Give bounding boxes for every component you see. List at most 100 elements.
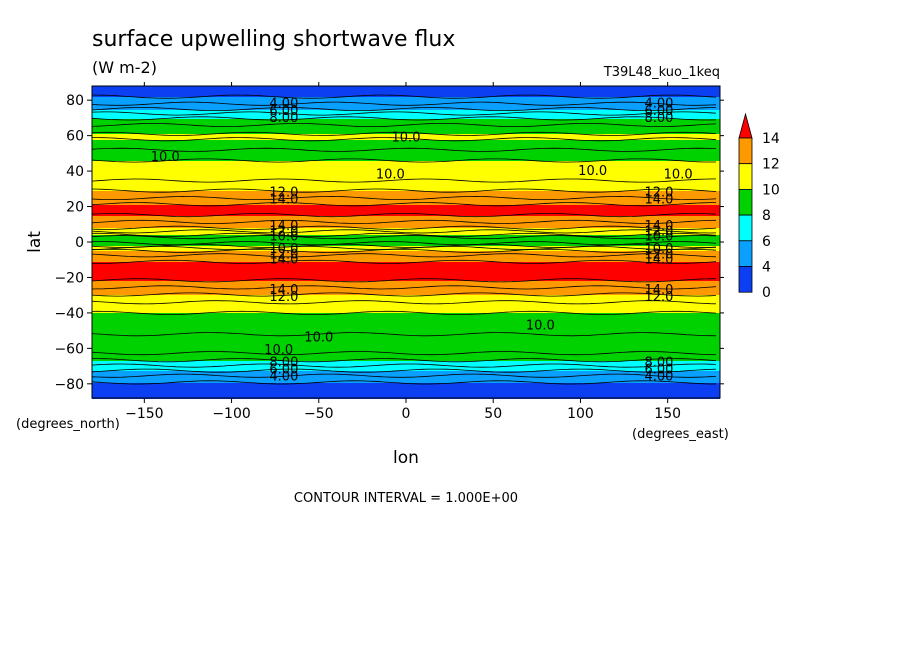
contour-line bbox=[91, 188, 717, 193]
contour-label: 14.0 bbox=[644, 192, 673, 207]
contour-line bbox=[91, 111, 717, 116]
colorbar-segment bbox=[738, 240, 753, 267]
contour-label: 6.00 bbox=[269, 363, 298, 378]
contour-line bbox=[91, 107, 717, 111]
y-tick-label: 0 bbox=[75, 235, 84, 251]
chart-title: surface upwelling shortwave flux bbox=[92, 27, 455, 52]
contour-band bbox=[92, 110, 720, 120]
contour-band bbox=[92, 383, 720, 399]
y-tick-label: −40 bbox=[54, 306, 84, 322]
contour-line bbox=[91, 229, 717, 234]
contour-band bbox=[92, 97, 720, 111]
y-units-note: (degrees_north) bbox=[16, 417, 120, 432]
contour-label: 10.0 bbox=[269, 230, 298, 245]
contour-band bbox=[92, 134, 720, 141]
contour-line bbox=[91, 235, 717, 240]
contour-label: 10.0 bbox=[644, 242, 673, 257]
contour-line bbox=[91, 380, 716, 385]
contour-line bbox=[92, 358, 717, 363]
contour-band bbox=[92, 262, 720, 282]
contour-line bbox=[91, 147, 717, 152]
contour-line bbox=[91, 253, 717, 258]
contour-label: 4.00 bbox=[644, 370, 673, 385]
colorbar-segment bbox=[738, 266, 753, 293]
contour-band bbox=[92, 228, 720, 236]
contour-line bbox=[91, 178, 717, 183]
contour-label: 12.0 bbox=[644, 224, 673, 239]
contour-label: 10.0 bbox=[151, 150, 180, 165]
contour-label: 12.0 bbox=[644, 185, 673, 200]
colorbar-label: 8 bbox=[762, 208, 771, 224]
x-tick-label: −50 bbox=[304, 406, 334, 422]
contour-line bbox=[91, 202, 716, 207]
contour-label: 14.0 bbox=[269, 192, 298, 207]
chart-units: (W m-2) bbox=[92, 58, 157, 77]
colorbar-label: 0 bbox=[762, 285, 771, 301]
colorbar-segment bbox=[738, 188, 753, 216]
contour-label: 14.0 bbox=[644, 253, 673, 268]
colorbar-segment bbox=[738, 137, 753, 165]
contour-line bbox=[91, 248, 717, 253]
contour-line bbox=[91, 94, 717, 99]
contour-label: 10.0 bbox=[526, 318, 555, 333]
axes: −150 −100 −50 0 50 100 150 80 60 40 20 0 −20 −40 −60 −8… bbox=[54, 82, 724, 422]
contour-line bbox=[91, 351, 717, 356]
x-tick-label: 0 bbox=[402, 406, 411, 422]
contour-line bbox=[91, 368, 717, 373]
contour-label: 10.0 bbox=[664, 168, 693, 183]
contour-label: 4.00 bbox=[644, 97, 673, 112]
x-tick-label: 150 bbox=[654, 406, 681, 422]
x-tick-label: 100 bbox=[567, 406, 594, 422]
contour-band bbox=[92, 161, 720, 192]
contour-line bbox=[91, 101, 717, 106]
colorbar-segment bbox=[738, 214, 753, 242]
contour-label: 14.0 bbox=[644, 219, 673, 234]
contour-label: 8.00 bbox=[644, 111, 673, 126]
contour-line bbox=[92, 137, 717, 142]
run-label: T39L48_kuo_1keq bbox=[603, 65, 720, 80]
contour-line bbox=[91, 373, 717, 378]
contour-line bbox=[91, 278, 717, 283]
contour-label: 12.0 bbox=[269, 247, 298, 262]
colorbar-label: 10 bbox=[762, 182, 780, 198]
contour-label: 10.0 bbox=[644, 230, 673, 245]
contour-line bbox=[91, 243, 717, 248]
contour-line bbox=[91, 225, 717, 230]
contour-line bbox=[91, 213, 717, 218]
contour-band bbox=[92, 205, 720, 217]
contour-label: 10.0 bbox=[578, 164, 607, 179]
contour-band bbox=[92, 251, 720, 263]
colorbar-label: 6 bbox=[762, 234, 771, 250]
contour-label: 14.0 bbox=[644, 283, 673, 298]
x-tick-label: −150 bbox=[125, 406, 163, 422]
x-tick-label: 50 bbox=[484, 406, 502, 422]
contour-band bbox=[92, 235, 720, 247]
contour-label: 6.00 bbox=[644, 363, 673, 378]
contour-line bbox=[91, 285, 717, 290]
contour-label: 10.0 bbox=[264, 343, 293, 358]
contour-line bbox=[91, 310, 717, 315]
contour-label: 8.00 bbox=[269, 111, 298, 126]
colorbar-label: 12 bbox=[762, 157, 780, 173]
contour-label: 12.0 bbox=[644, 290, 673, 305]
contour-band bbox=[92, 313, 720, 362]
contour-band bbox=[92, 191, 720, 206]
contour-label: 12.0 bbox=[644, 247, 673, 262]
contour-label: 8.00 bbox=[644, 356, 673, 371]
contour-band bbox=[92, 295, 720, 314]
contour-label: 10.0 bbox=[376, 168, 405, 183]
x-tick-label: −100 bbox=[212, 406, 250, 422]
y-axis-label: lat bbox=[25, 231, 45, 253]
contour-band bbox=[92, 140, 720, 162]
contour-label: 12.0 bbox=[269, 185, 298, 200]
x-axis-label: lon bbox=[393, 448, 419, 468]
y-tick-label: 20 bbox=[66, 200, 84, 216]
contour-line bbox=[91, 245, 717, 250]
contour-label: 4.00 bbox=[269, 97, 298, 112]
contour-band bbox=[92, 361, 720, 372]
contour-line bbox=[91, 158, 716, 163]
contour-label: 10.0 bbox=[392, 130, 421, 145]
y-tick-label: 80 bbox=[66, 93, 84, 109]
